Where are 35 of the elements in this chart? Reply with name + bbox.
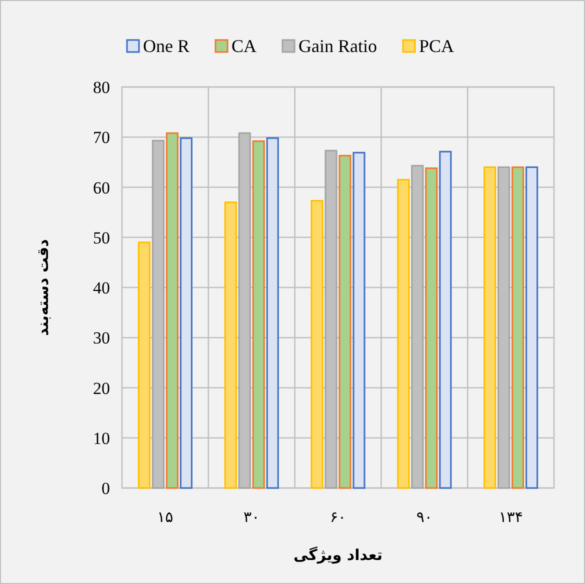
y-tick-label: 10: [93, 428, 110, 448]
bar: [266, 137, 279, 489]
bar: [180, 137, 192, 489]
x-axis-title: تعداد ویژگی: [293, 546, 383, 564]
y-tick-label: 0: [102, 479, 110, 498]
bar: [310, 200, 324, 489]
legend-label: One R: [143, 36, 190, 56]
bar: [425, 167, 438, 489]
bar: [224, 201, 237, 489]
bar: [338, 154, 352, 489]
bar: [397, 178, 410, 489]
bar: [511, 166, 524, 489]
y-tick-label: 70: [93, 128, 110, 148]
bar: [252, 140, 265, 489]
y-axis-title: دقت دسته‌بند: [34, 238, 52, 336]
bar: [484, 166, 496, 489]
x-tick-label: ۶۰: [330, 508, 346, 526]
bar: [439, 150, 452, 489]
y-tick-label: 80: [93, 78, 110, 97]
y-tick-label: 50: [93, 228, 110, 248]
y-tick-label: 40: [93, 278, 110, 298]
legend-label: CA: [232, 36, 257, 56]
bar: [352, 152, 366, 489]
x-tick-label: ۹۰: [416, 508, 432, 526]
legend-label: Gain Ratio: [298, 36, 378, 56]
x-tick-label: ۱۳۴: [498, 508, 523, 526]
y-tick-label: 60: [93, 178, 110, 198]
y-tick-label: 30: [93, 328, 110, 348]
bar: [166, 132, 178, 489]
x-tick-label: ۳۰: [244, 508, 260, 526]
y-tick-label: 20: [93, 378, 110, 398]
x-tick-label: ۱۵: [157, 508, 174, 526]
legend-label: PCA: [419, 36, 454, 56]
bar: [526, 166, 538, 489]
bar: [138, 242, 150, 489]
